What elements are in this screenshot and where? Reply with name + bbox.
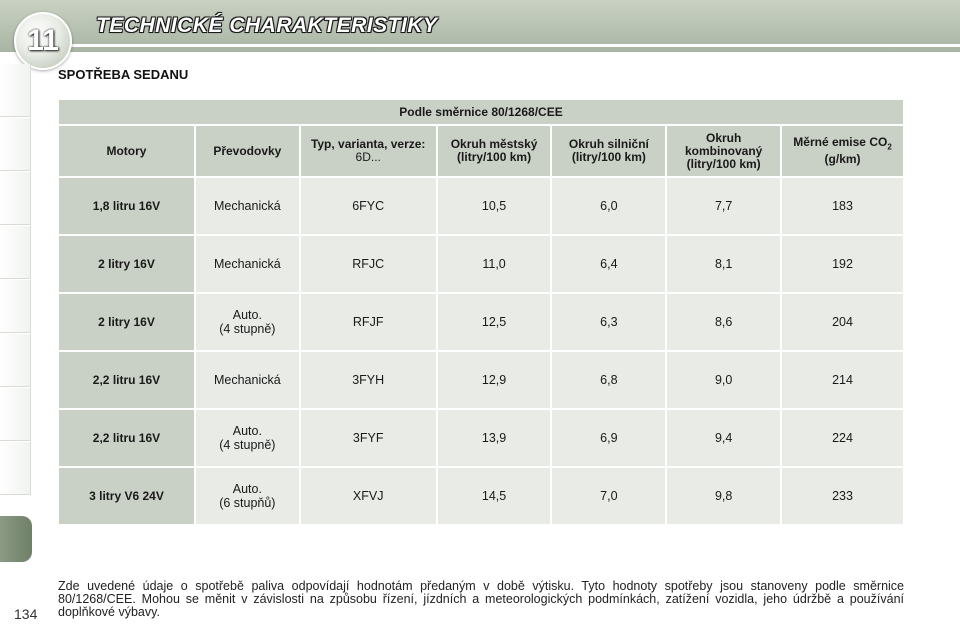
table-row: 3 litry V6 24V Auto. (6 stupňů) XFVJ 14,… [59,468,903,524]
cell-type: RFJC [300,236,436,292]
cell-combined: 7,7 [667,178,781,234]
cell-gearbox: Mechanická [195,352,299,408]
header-type-value: 6D... [355,150,381,164]
page-number: 134 [14,606,38,622]
cell-engine: 2 litry 16V [59,294,194,350]
header-co2: Měrné emise CO2 (g/km) [782,126,903,176]
cell-extra-urban: 6,3 [552,294,666,350]
header-co2-unit: (g/km) [824,152,861,167]
cell-engine: 2,2 litru 16V [59,410,194,466]
header-extra-urban: Okruh silniční (litry/100 km) [552,126,666,176]
header-type-label: Typ, varianta, verze: [310,137,426,151]
cell-engine: 1,8 litru 16V [59,178,194,234]
header-combined: Okruh kombinovaný (litry/100 km) [667,126,781,176]
cell-co2: 183 [782,178,903,234]
cell-combined: 8,1 [667,236,781,292]
cell-gearbox: Auto. (4 stupně) [195,294,299,350]
cell-engine: 3 litry V6 24V [59,468,194,524]
cell-gearbox: Mechanická [195,236,299,292]
cell-urban: 10,5 [437,178,551,234]
cell-gearbox: Mechanická [195,178,299,234]
table-row: 2 litry 16V Auto. (4 stupně) RFJF 12,5 6… [59,294,903,350]
table-caption: Podle směrnice 80/1268/CEE [59,100,903,124]
cell-engine: 2 litry 16V [59,236,194,292]
cell-co2: 192 [782,236,903,292]
header-divider [68,44,960,47]
cell-combined: 8,6 [667,294,781,350]
chapter-title: TECHNICKÉ CHARAKTERISTIKY [96,14,438,37]
side-tab[interactable] [0,334,31,387]
header-engine: Motory [59,126,194,176]
table-row: 2,2 litru 16V Mechanická 3FYH 12,9 6,8 9… [59,352,903,408]
header-co2-label: Měrné emise CO [793,134,888,149]
cell-extra-urban: 6,9 [552,410,666,466]
table-row: 2,2 litru 16V Auto. (4 stupně) 3FYF 13,9… [59,410,903,466]
cell-co2: 214 [782,352,903,408]
cell-type: 6FYC [300,178,436,234]
side-tab[interactable] [0,118,31,171]
cell-extra-urban: 6,8 [552,352,666,408]
chapter-side-tabs [0,64,34,584]
cell-urban: 11,0 [437,236,551,292]
footnote-text: Zde uvedené údaje o spotřebě paliva odpo… [58,579,904,619]
cell-type: 3FYH [300,352,436,408]
cell-extra-urban: 6,0 [552,178,666,234]
side-tab[interactable] [0,388,31,441]
cell-combined: 9,4 [667,410,781,466]
header-gearbox: Převodovky [195,126,299,176]
cell-type: XFVJ [300,468,436,524]
cell-urban: 13,9 [437,410,551,466]
chapter-header [0,0,960,52]
cell-engine: 2,2 litru 16V [59,352,194,408]
header-co2-subscript: 2 [887,142,892,152]
cell-co2: 224 [782,410,903,466]
table-row: 2 litry 16V Mechanická RFJC 11,0 6,4 8,1… [59,236,903,292]
side-tab[interactable] [0,172,31,225]
cell-urban: 12,5 [437,294,551,350]
cell-type: RFJF [300,294,436,350]
cell-combined: 9,0 [667,352,781,408]
cell-co2: 233 [782,468,903,524]
side-tab-active[interactable] [0,516,32,562]
side-tab[interactable] [0,280,31,333]
cell-co2: 204 [782,294,903,350]
section-title: SPOTŘEBA SEDANU [58,67,189,82]
cell-extra-urban: 7,0 [552,468,666,524]
cell-gearbox: Auto. (4 stupně) [195,410,299,466]
cell-gearbox: Auto. (6 stupňů) [195,468,299,524]
table-row: 1,8 litru 16V Mechanická 6FYC 10,5 6,0 7… [59,178,903,234]
header-type: Typ, varianta, verze: 6D... [300,126,436,176]
consumption-table: Podle směrnice 80/1268/CEE Motory Převod… [57,98,903,526]
cell-urban: 12,9 [437,352,551,408]
cell-urban: 14,5 [437,468,551,524]
side-tab[interactable] [0,226,31,279]
cell-combined: 9,8 [667,468,781,524]
chapter-number-badge: 11 [14,12,72,70]
header-urban: Okruh městský (litry/100 km) [437,126,551,176]
side-tab[interactable] [0,64,31,117]
cell-type: 3FYF [300,410,436,466]
cell-extra-urban: 6,4 [552,236,666,292]
side-tab[interactable] [0,442,31,495]
